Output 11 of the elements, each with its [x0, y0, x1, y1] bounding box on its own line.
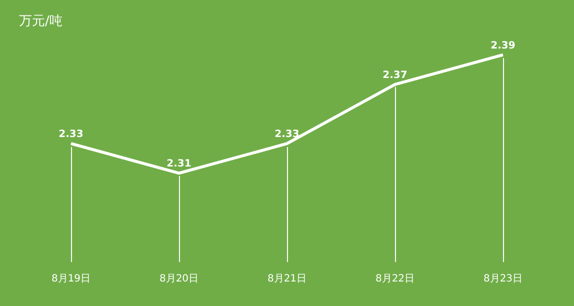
x-tick-label: 8月19日 — [51, 274, 91, 284]
x-tick-label: 8月23日 — [483, 274, 523, 284]
x-tick-label: 8月20日 — [159, 274, 199, 284]
data-label: 2.33 — [58, 129, 84, 140]
x-tick-label: 8月21日 — [267, 274, 307, 284]
chart-title: 万元/吨 — [19, 14, 62, 29]
data-label: 2.33 — [274, 129, 300, 140]
data-label: 2.37 — [382, 70, 408, 81]
data-label: 2.39 — [490, 40, 516, 52]
data-label: 2.31 — [166, 158, 192, 170]
x-tick-label: 8月22日 — [375, 274, 415, 284]
